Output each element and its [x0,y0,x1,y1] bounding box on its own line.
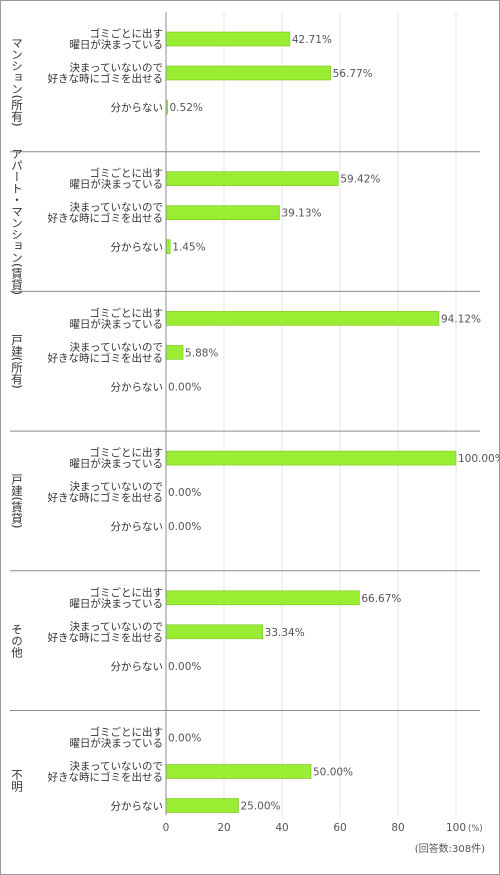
category-label: 決まっていないので好きな時にゴミを出せる [48,761,164,784]
group-label: 戸建(所有) [10,334,24,389]
data-label: 0.52% [170,102,203,114]
category-labels: ゴミごとに出す曜日が決まっている決まっていないので好きな時にゴミを出せる分からな… [48,27,164,813]
category-label: ゴミごとに出す曜日が決まっている [69,586,163,610]
category-label: ゴミごとに出す曜日が決まっている [69,446,163,470]
category-label: 決まっていないので好きな時にゴミを出せる [48,621,164,644]
unit-label: (%) [468,824,483,834]
data-label: 0.00% [168,733,201,745]
x-tick-label-0: 0 [163,822,170,834]
data-label: 33.34% [265,627,305,639]
data-label: 59.42% [340,174,380,186]
category-label: ゴミごとに出す曜日が決まっている [69,27,163,51]
data-label: 50.00% [313,767,353,779]
category-label: 決まっていないので好きな時にゴミを出せる [48,481,164,504]
category-label: ゴミごとに出す曜日が決まっている [69,167,163,191]
gridlines [223,12,457,815]
data-label: 56.77% [333,68,373,80]
group-label: その他 [10,623,24,658]
group-label: 不明 [10,769,24,793]
data-label: 25.00% [241,801,281,813]
response-count-note: (回答数:308件) [415,842,485,855]
bar [165,590,360,606]
bar [165,311,440,326]
bar [165,450,457,466]
data-label: 0.00% [168,381,201,393]
bar [165,65,331,81]
category-label: 分からない [111,801,164,813]
data-label: 66.67% [361,593,401,605]
group-separators [10,151,480,711]
category-label: ゴミごとに出す曜日が決まっている [69,726,163,750]
data-label: 42.71% [292,34,332,46]
value-labels: 42.71% 56.77% 0.52% 59.42% 39.13% 1.45% 94.12%… [168,34,500,813]
bar [165,345,184,360]
bar [165,798,239,813]
category-label: 分からない [111,102,164,114]
bars [165,31,457,813]
x-tick-label-60: 60 [333,822,346,834]
category-label: 分からない [111,381,164,393]
x-tick-label-20: 20 [217,822,230,834]
group-label: マンション(所有) [10,37,24,126]
data-label: 1.45% [172,242,205,254]
data-label: 100.00% [458,453,500,465]
x-tick-label-100: 100 [446,822,466,834]
category-label: 決まっていないので好きな時にゴミを出せる [48,341,164,364]
data-label: 0.00% [168,661,201,673]
x-tick-label-80: 80 [391,822,404,834]
category-label: 分からない [111,521,164,533]
data-label: 39.13% [281,208,321,220]
category-label: 分からない [111,661,164,673]
data-label: 0.00% [168,521,201,533]
category-label: 決まっていないので好きな時にゴミを出せる [48,62,164,85]
bar [165,31,291,47]
group-label: アパート・マンション(賃貸) [10,148,24,295]
data-label: 5.88% [185,347,218,359]
category-label: ゴミごとに出す曜日が決まっている [69,306,163,330]
data-label: 0.00% [168,487,201,499]
x-axis: 0 20 40 60 80 100 [163,12,466,834]
data-label: 94.12% [441,313,481,325]
bar [165,239,171,254]
bar [165,171,339,186]
bar [165,205,280,220]
group-label: 戸建(賃貸) [10,473,24,528]
category-label: 決まっていないので好きな時にゴミを出せる [48,202,164,225]
category-label: 分からない [111,242,164,254]
x-tick-label-40: 40 [275,822,288,834]
bar [165,624,263,640]
bar [165,764,312,779]
